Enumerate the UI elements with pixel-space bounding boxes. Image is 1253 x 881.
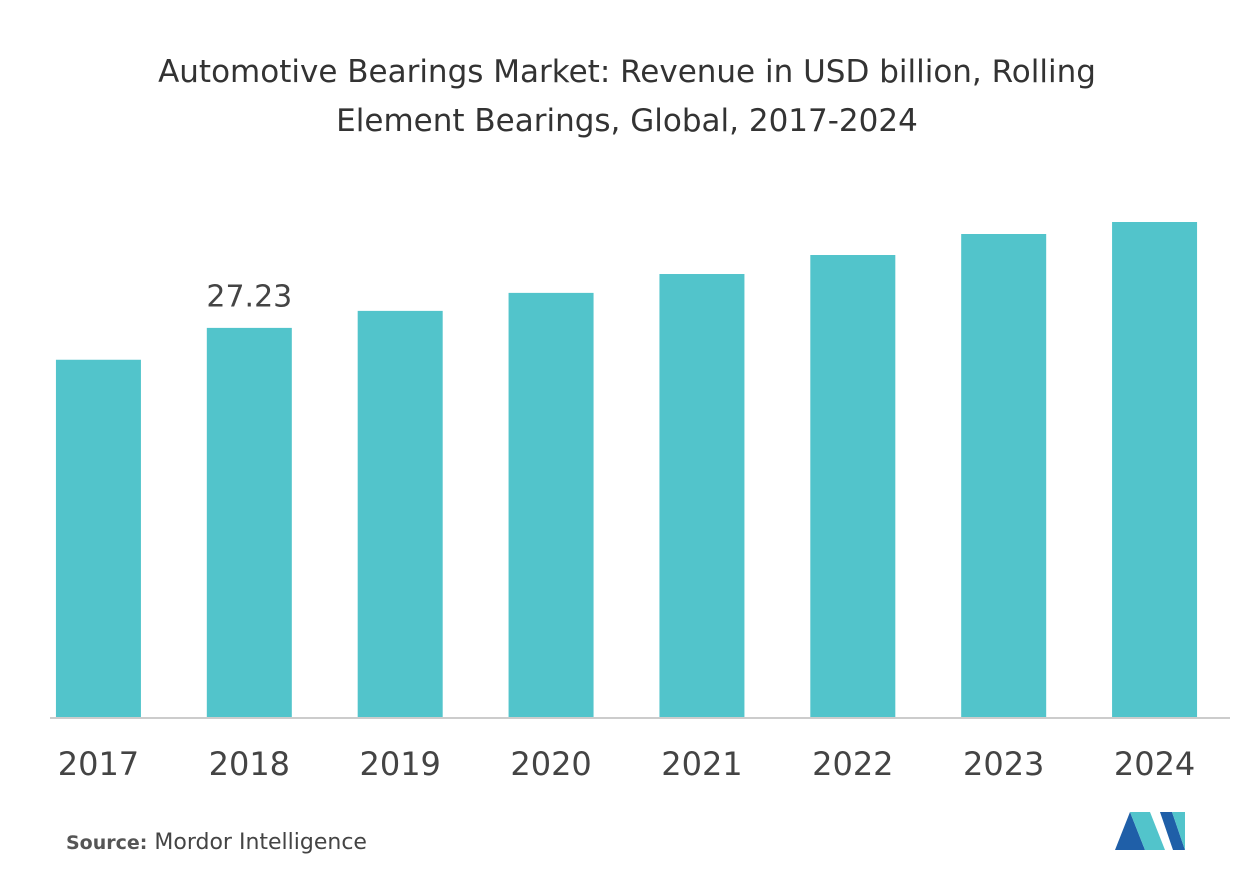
bar [55, 359, 141, 717]
chart-title: Automotive Bearings Market: Revenue in U… [158, 54, 1096, 139]
source: Source: Mordor Intelligence [66, 830, 367, 855]
x-tick-label: 2020 [510, 745, 591, 783]
data-label: 27.23 [206, 279, 292, 314]
x-tick-label: 2018 [209, 745, 290, 783]
bar [1112, 222, 1198, 717]
x-tick-label: 2021 [661, 745, 742, 783]
bar [961, 234, 1047, 717]
x-tick-label: 2022 [812, 745, 893, 783]
bar [810, 255, 896, 717]
logo [1115, 812, 1185, 850]
bar [659, 274, 745, 717]
x-tick-label: 2024 [1114, 745, 1195, 783]
source-label: Source: [66, 832, 148, 854]
bar [357, 310, 443, 717]
x-tick-label: 2017 [58, 745, 139, 783]
x-tick-label: 2019 [359, 745, 440, 783]
source-name: Mordor Intelligence [154, 830, 367, 855]
bar [508, 292, 594, 717]
bar [206, 327, 292, 717]
x-tick-label: 2023 [963, 745, 1044, 783]
